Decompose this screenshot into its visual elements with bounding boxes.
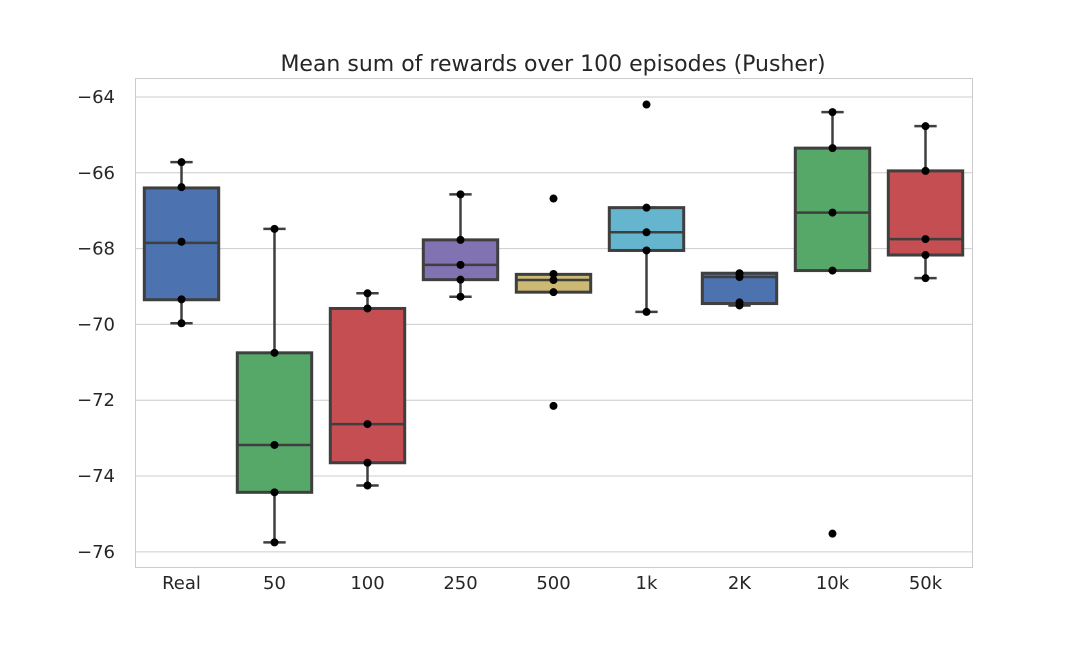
data-point — [177, 237, 186, 246]
data-point — [456, 260, 465, 269]
data-point — [363, 481, 372, 490]
box-group — [421, 190, 500, 301]
x-tick-label: 10k — [816, 573, 850, 594]
data-point — [921, 166, 930, 175]
y-tick-label: −64 — [77, 87, 115, 108]
x-tick-label: Real — [162, 573, 201, 594]
data-point — [921, 251, 930, 260]
data-point — [642, 228, 651, 237]
data-point — [456, 275, 465, 284]
x-axis-ticks: Real 50 100 250 500 1k 2K 10k 50k — [162, 573, 943, 594]
data-point — [177, 158, 186, 167]
box — [421, 238, 500, 282]
x-tick-label: 2K — [728, 573, 752, 594]
data-point — [921, 235, 930, 244]
data-point — [828, 144, 837, 153]
data-point — [828, 529, 837, 538]
data-point — [363, 420, 372, 429]
data-point — [549, 194, 558, 203]
chart-title: Mean sum of rewards over 100 episodes (P… — [280, 52, 825, 77]
data-point — [177, 319, 186, 328]
data-point — [921, 274, 930, 283]
x-tick-label: 500 — [536, 573, 570, 594]
data-point — [549, 288, 558, 297]
y-tick-label: −74 — [77, 466, 115, 487]
data-point — [177, 183, 186, 192]
box — [328, 306, 407, 465]
data-point — [549, 269, 558, 278]
data-point — [828, 208, 837, 217]
data-point — [549, 401, 558, 410]
data-point — [642, 307, 651, 316]
data-point — [270, 224, 279, 233]
y-tick-label: −76 — [77, 542, 115, 563]
box-group — [514, 194, 593, 410]
data-point — [735, 301, 744, 310]
box-group — [700, 269, 779, 310]
boxes — [142, 100, 965, 547]
data-point — [456, 235, 465, 244]
data-point — [735, 273, 744, 282]
y-tick-label: −72 — [77, 390, 115, 411]
box-group — [607, 100, 686, 316]
data-point — [456, 190, 465, 199]
y-tick-label: −66 — [77, 163, 115, 184]
x-tick-label: 100 — [350, 573, 384, 594]
box-group — [328, 289, 407, 490]
x-tick-label: 50 — [263, 573, 286, 594]
y-axis-ticks: −64 −66 −68 −70 −72 −74 −76 — [77, 87, 115, 563]
box-group — [886, 122, 965, 283]
data-point — [363, 289, 372, 298]
box-group — [793, 108, 872, 538]
data-point — [642, 100, 651, 109]
x-tick-label: 250 — [443, 573, 477, 594]
y-tick-label: −70 — [77, 314, 115, 335]
data-point — [270, 440, 279, 449]
plot-area-frame — [135, 78, 973, 568]
box-group — [235, 224, 314, 547]
data-point — [456, 292, 465, 301]
x-tick-label: 50k — [909, 573, 943, 594]
data-point — [363, 304, 372, 313]
data-point — [921, 122, 930, 131]
data-point — [549, 276, 558, 285]
y-tick-label: −68 — [77, 239, 115, 260]
x-tick-label: 1k — [636, 573, 658, 594]
data-point — [270, 348, 279, 357]
box — [235, 351, 314, 494]
data-point — [642, 246, 651, 255]
data-point — [270, 538, 279, 547]
data-point — [828, 266, 837, 275]
data-point — [642, 203, 651, 212]
box-group — [142, 158, 221, 328]
data-point — [363, 458, 372, 467]
data-point — [828, 108, 837, 117]
data-point — [270, 488, 279, 497]
data-point — [177, 295, 186, 304]
